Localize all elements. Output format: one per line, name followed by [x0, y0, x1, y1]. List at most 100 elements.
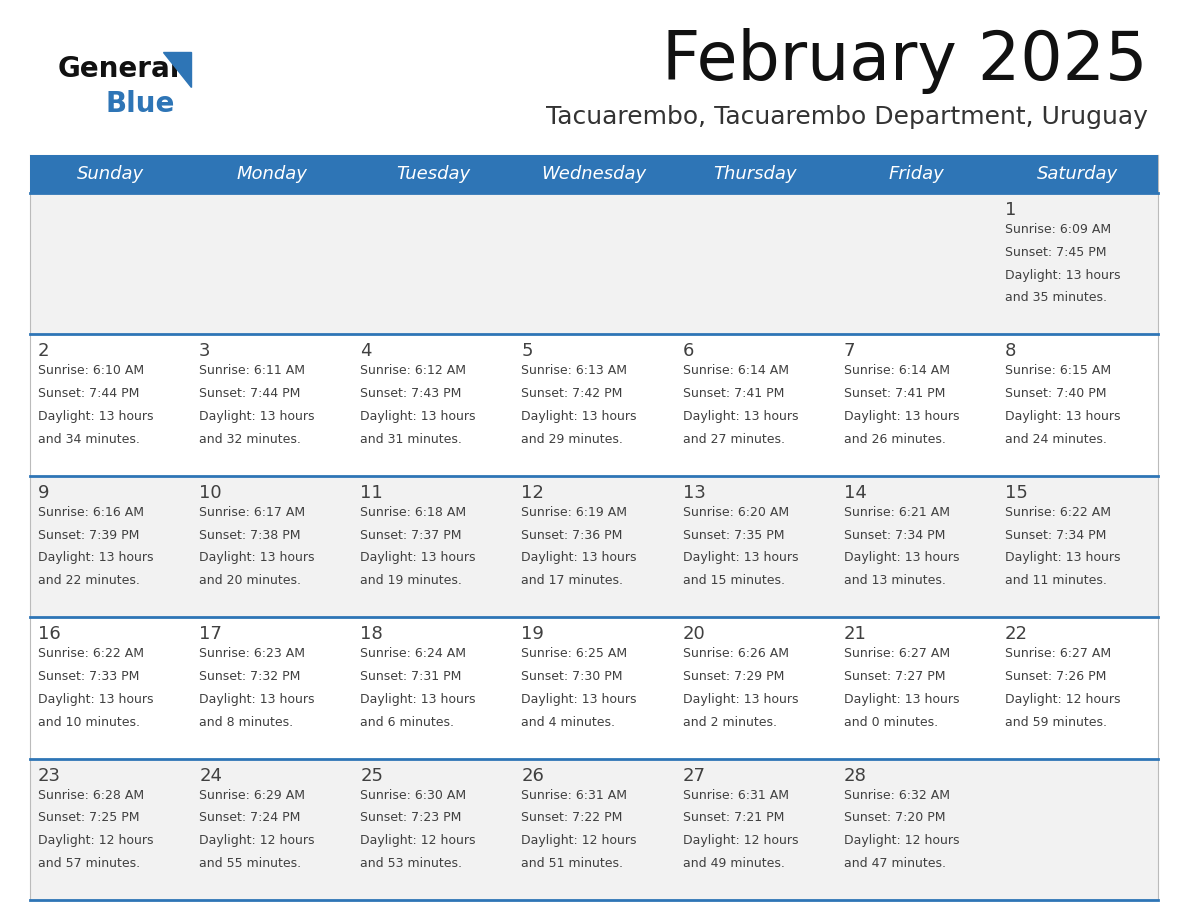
Text: Sunrise: 6:23 AM: Sunrise: 6:23 AM — [200, 647, 305, 660]
Text: 26: 26 — [522, 767, 544, 785]
Text: Sunrise: 6:11 AM: Sunrise: 6:11 AM — [200, 364, 305, 377]
Text: Friday: Friday — [889, 165, 944, 183]
Text: Daylight: 13 hours: Daylight: 13 hours — [683, 693, 798, 706]
Text: 9: 9 — [38, 484, 50, 502]
Text: Monday: Monday — [236, 165, 308, 183]
Text: Daylight: 13 hours: Daylight: 13 hours — [683, 410, 798, 423]
Text: 16: 16 — [38, 625, 61, 644]
Text: and 26 minutes.: and 26 minutes. — [843, 432, 946, 446]
Text: 13: 13 — [683, 484, 706, 502]
Text: Sunset: 7:32 PM: Sunset: 7:32 PM — [200, 670, 301, 683]
Text: Sunrise: 6:12 AM: Sunrise: 6:12 AM — [360, 364, 466, 377]
Text: 14: 14 — [843, 484, 866, 502]
Text: 28: 28 — [843, 767, 866, 785]
Text: Sunrise: 6:31 AM: Sunrise: 6:31 AM — [683, 789, 789, 801]
Text: and 22 minutes.: and 22 minutes. — [38, 575, 140, 588]
Text: and 2 minutes.: and 2 minutes. — [683, 716, 777, 729]
Text: and 35 minutes.: and 35 minutes. — [1005, 291, 1107, 305]
Text: Sunrise: 6:13 AM: Sunrise: 6:13 AM — [522, 364, 627, 377]
Text: Sunrise: 6:17 AM: Sunrise: 6:17 AM — [200, 506, 305, 519]
Text: Sunset: 7:39 PM: Sunset: 7:39 PM — [38, 529, 139, 542]
Text: Daylight: 13 hours: Daylight: 13 hours — [360, 552, 475, 565]
Text: Sunrise: 6:21 AM: Sunrise: 6:21 AM — [843, 506, 949, 519]
Text: and 8 minutes.: and 8 minutes. — [200, 716, 293, 729]
Text: and 34 minutes.: and 34 minutes. — [38, 432, 140, 446]
Text: and 55 minutes.: and 55 minutes. — [200, 857, 302, 870]
Text: and 17 minutes.: and 17 minutes. — [522, 575, 624, 588]
Text: Sunset: 7:30 PM: Sunset: 7:30 PM — [522, 670, 623, 683]
Text: Sunset: 7:41 PM: Sunset: 7:41 PM — [843, 387, 946, 400]
Text: Wednesday: Wednesday — [542, 165, 646, 183]
Text: 22: 22 — [1005, 625, 1028, 644]
Text: 2: 2 — [38, 342, 50, 361]
Text: and 47 minutes.: and 47 minutes. — [843, 857, 946, 870]
Text: Daylight: 13 hours: Daylight: 13 hours — [683, 552, 798, 565]
Text: February 2025: February 2025 — [663, 28, 1148, 94]
Text: Sunrise: 6:30 AM: Sunrise: 6:30 AM — [360, 789, 467, 801]
Text: Sunrise: 6:15 AM: Sunrise: 6:15 AM — [1005, 364, 1111, 377]
Text: General: General — [58, 55, 181, 83]
Text: Sunset: 7:26 PM: Sunset: 7:26 PM — [1005, 670, 1106, 683]
Text: Sunrise: 6:25 AM: Sunrise: 6:25 AM — [522, 647, 627, 660]
Text: Sunset: 7:42 PM: Sunset: 7:42 PM — [522, 387, 623, 400]
Text: 12: 12 — [522, 484, 544, 502]
Text: Sunset: 7:31 PM: Sunset: 7:31 PM — [360, 670, 462, 683]
Text: Sunset: 7:20 PM: Sunset: 7:20 PM — [843, 812, 946, 824]
Text: Sunrise: 6:14 AM: Sunrise: 6:14 AM — [843, 364, 949, 377]
Text: Sunset: 7:40 PM: Sunset: 7:40 PM — [1005, 387, 1106, 400]
Text: Daylight: 13 hours: Daylight: 13 hours — [843, 552, 959, 565]
Text: Sunrise: 6:18 AM: Sunrise: 6:18 AM — [360, 506, 467, 519]
Text: Sunset: 7:29 PM: Sunset: 7:29 PM — [683, 670, 784, 683]
Text: Sunset: 7:44 PM: Sunset: 7:44 PM — [200, 387, 301, 400]
Text: Sunrise: 6:14 AM: Sunrise: 6:14 AM — [683, 364, 789, 377]
Text: Sunrise: 6:22 AM: Sunrise: 6:22 AM — [1005, 506, 1111, 519]
Text: 17: 17 — [200, 625, 222, 644]
Bar — [30, 476, 1158, 617]
Text: and 27 minutes.: and 27 minutes. — [683, 432, 784, 446]
Text: Daylight: 12 hours: Daylight: 12 hours — [360, 834, 475, 847]
Bar — [30, 758, 1158, 900]
Text: Daylight: 13 hours: Daylight: 13 hours — [522, 693, 637, 706]
Text: Sunset: 7:21 PM: Sunset: 7:21 PM — [683, 812, 784, 824]
Text: Saturday: Saturday — [1037, 165, 1118, 183]
Text: Daylight: 13 hours: Daylight: 13 hours — [522, 410, 637, 423]
Text: 5: 5 — [522, 342, 533, 361]
Text: Daylight: 13 hours: Daylight: 13 hours — [200, 693, 315, 706]
Text: Sunset: 7:45 PM: Sunset: 7:45 PM — [1005, 246, 1106, 259]
Text: 4: 4 — [360, 342, 372, 361]
Text: Thursday: Thursday — [713, 165, 797, 183]
Text: Daylight: 12 hours: Daylight: 12 hours — [1005, 693, 1120, 706]
Text: Daylight: 13 hours: Daylight: 13 hours — [1005, 269, 1120, 282]
Text: Daylight: 13 hours: Daylight: 13 hours — [522, 552, 637, 565]
Text: and 13 minutes.: and 13 minutes. — [843, 575, 946, 588]
Text: Sunset: 7:25 PM: Sunset: 7:25 PM — [38, 812, 139, 824]
Text: Daylight: 12 hours: Daylight: 12 hours — [200, 834, 315, 847]
Text: Sunrise: 6:31 AM: Sunrise: 6:31 AM — [522, 789, 627, 801]
Text: Tuesday: Tuesday — [396, 165, 470, 183]
Text: Sunset: 7:35 PM: Sunset: 7:35 PM — [683, 529, 784, 542]
Text: Daylight: 13 hours: Daylight: 13 hours — [200, 552, 315, 565]
Text: and 6 minutes.: and 6 minutes. — [360, 716, 454, 729]
Text: 27: 27 — [683, 767, 706, 785]
Text: Sunrise: 6:32 AM: Sunrise: 6:32 AM — [843, 789, 949, 801]
Text: and 11 minutes.: and 11 minutes. — [1005, 575, 1107, 588]
Text: and 20 minutes.: and 20 minutes. — [200, 575, 301, 588]
Text: 24: 24 — [200, 767, 222, 785]
Text: Daylight: 12 hours: Daylight: 12 hours — [38, 834, 153, 847]
Text: Sunrise: 6:28 AM: Sunrise: 6:28 AM — [38, 789, 144, 801]
Text: Daylight: 13 hours: Daylight: 13 hours — [200, 410, 315, 423]
Text: Sunset: 7:33 PM: Sunset: 7:33 PM — [38, 670, 139, 683]
Text: 25: 25 — [360, 767, 384, 785]
Text: Sunrise: 6:24 AM: Sunrise: 6:24 AM — [360, 647, 466, 660]
Text: Daylight: 13 hours: Daylight: 13 hours — [843, 693, 959, 706]
Text: Sunrise: 6:16 AM: Sunrise: 6:16 AM — [38, 506, 144, 519]
Text: Daylight: 13 hours: Daylight: 13 hours — [1005, 552, 1120, 565]
Text: Blue: Blue — [106, 90, 176, 118]
Text: and 51 minutes.: and 51 minutes. — [522, 857, 624, 870]
Text: Daylight: 13 hours: Daylight: 13 hours — [38, 410, 153, 423]
Text: and 32 minutes.: and 32 minutes. — [200, 432, 301, 446]
Text: 8: 8 — [1005, 342, 1016, 361]
Text: Sunday: Sunday — [77, 165, 144, 183]
Text: Sunrise: 6:26 AM: Sunrise: 6:26 AM — [683, 647, 789, 660]
Text: and 4 minutes.: and 4 minutes. — [522, 716, 615, 729]
